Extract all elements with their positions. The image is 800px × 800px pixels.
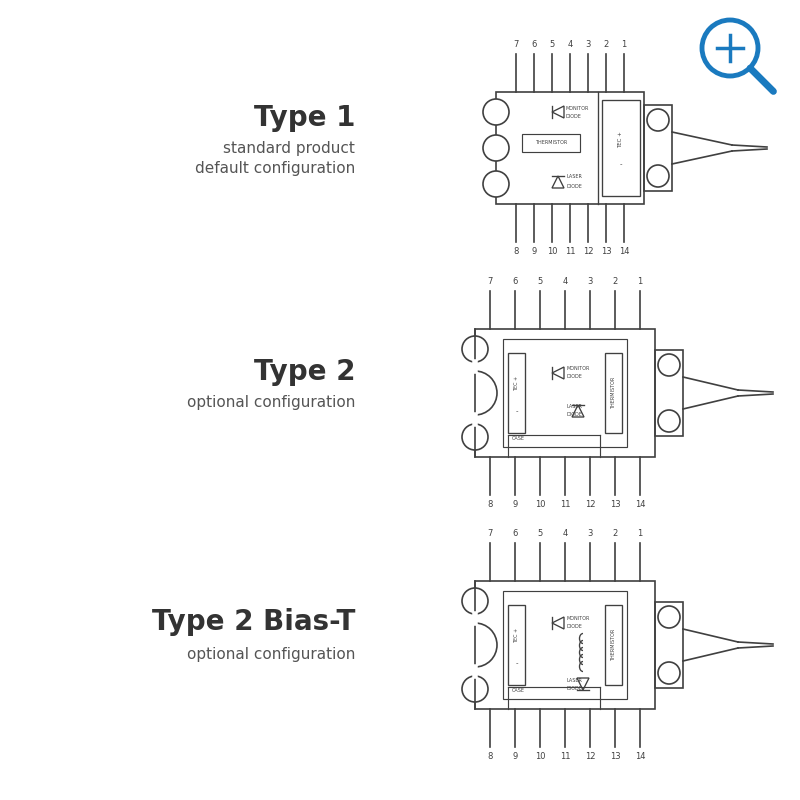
- Bar: [644, 105, 672, 191]
- Text: THERMISTOR: THERMISTOR: [535, 141, 567, 146]
- Text: 2: 2: [612, 277, 618, 286]
- Text: TEC +: TEC +: [514, 375, 519, 390]
- Bar: [605, 353, 622, 433]
- Text: 8: 8: [487, 752, 493, 761]
- Circle shape: [462, 336, 488, 362]
- Text: LASER: LASER: [566, 405, 582, 410]
- Bar: [503, 339, 627, 447]
- Text: THERMISTOR: THERMISTOR: [611, 629, 616, 661]
- Text: 10: 10: [534, 752, 546, 761]
- Text: 4: 4: [567, 40, 573, 49]
- Text: 13: 13: [610, 500, 620, 509]
- Text: optional configuration: optional configuration: [186, 647, 355, 662]
- Text: CASE: CASE: [512, 688, 525, 693]
- Circle shape: [647, 165, 669, 187]
- Text: Type 2 Bias-T: Type 2 Bias-T: [152, 608, 355, 636]
- Text: 13: 13: [610, 752, 620, 761]
- Text: 3: 3: [587, 277, 593, 286]
- Text: 5: 5: [538, 529, 542, 538]
- Text: 14: 14: [634, 500, 646, 509]
- Bar: [508, 605, 525, 685]
- Text: 6: 6: [512, 529, 518, 538]
- Text: 11: 11: [560, 752, 570, 761]
- Circle shape: [658, 410, 680, 432]
- Text: 12: 12: [585, 500, 595, 509]
- Text: 11: 11: [565, 247, 575, 256]
- Text: TEC +: TEC +: [514, 627, 519, 642]
- Bar: [522, 134, 580, 152]
- Text: default configuration: default configuration: [194, 161, 355, 175]
- Text: 10: 10: [534, 500, 546, 509]
- Bar: [508, 353, 525, 433]
- Text: 11: 11: [560, 500, 570, 509]
- Bar: [475, 581, 655, 709]
- Text: 9: 9: [531, 247, 537, 256]
- Text: 5: 5: [538, 277, 542, 286]
- Text: 5: 5: [550, 40, 554, 49]
- Bar: [655, 602, 683, 688]
- Text: 13: 13: [601, 247, 611, 256]
- Text: 6: 6: [531, 40, 537, 49]
- Text: 12: 12: [582, 247, 594, 256]
- Text: Type 2: Type 2: [254, 358, 355, 386]
- Text: Type 1: Type 1: [254, 104, 355, 132]
- Circle shape: [462, 588, 488, 614]
- Text: 4: 4: [562, 529, 568, 538]
- Bar: [475, 329, 655, 457]
- Text: MONITOR: MONITOR: [566, 366, 590, 371]
- Text: 4: 4: [562, 277, 568, 286]
- Text: 7: 7: [514, 40, 518, 49]
- Text: DIODE: DIODE: [566, 183, 582, 189]
- Bar: [503, 591, 627, 699]
- Bar: [655, 350, 683, 436]
- Circle shape: [658, 354, 680, 376]
- Text: 2: 2: [603, 40, 609, 49]
- Bar: [496, 92, 644, 204]
- Circle shape: [462, 424, 488, 450]
- Text: 10: 10: [546, 247, 558, 256]
- Text: DIODE: DIODE: [565, 114, 581, 119]
- Text: 3: 3: [587, 529, 593, 538]
- Text: LASER: LASER: [566, 174, 582, 179]
- Text: 14: 14: [618, 247, 630, 256]
- Text: 1: 1: [622, 40, 626, 49]
- Text: CASE: CASE: [512, 436, 525, 441]
- Text: LASER: LASER: [566, 678, 582, 682]
- Text: 6: 6: [512, 277, 518, 286]
- Text: 1: 1: [638, 529, 642, 538]
- Text: 12: 12: [585, 752, 595, 761]
- Text: TEC +: TEC +: [618, 131, 623, 149]
- Text: DIODE: DIODE: [566, 686, 582, 690]
- Text: 1: 1: [638, 277, 642, 286]
- Text: DIODE: DIODE: [566, 625, 582, 630]
- Text: 7: 7: [487, 277, 493, 286]
- Bar: [605, 605, 622, 685]
- Text: -: -: [620, 161, 622, 167]
- Text: 2: 2: [612, 529, 618, 538]
- Text: 3: 3: [586, 40, 590, 49]
- Text: -: -: [515, 660, 518, 666]
- Bar: [602, 100, 640, 196]
- Text: MONITOR: MONITOR: [566, 617, 590, 622]
- Circle shape: [658, 662, 680, 684]
- Circle shape: [483, 99, 509, 125]
- Text: 7: 7: [487, 529, 493, 538]
- Text: -: -: [515, 408, 518, 414]
- Text: DIODE: DIODE: [566, 413, 582, 418]
- Circle shape: [658, 606, 680, 628]
- Text: 8: 8: [514, 247, 518, 256]
- Circle shape: [647, 109, 669, 131]
- Text: standard product: standard product: [223, 141, 355, 155]
- Circle shape: [462, 676, 488, 702]
- Text: 9: 9: [512, 752, 518, 761]
- Text: MONITOR: MONITOR: [565, 106, 589, 111]
- Text: 14: 14: [634, 752, 646, 761]
- Circle shape: [483, 135, 509, 161]
- Text: 9: 9: [512, 500, 518, 509]
- Text: optional configuration: optional configuration: [186, 395, 355, 410]
- Circle shape: [483, 171, 509, 197]
- Text: THERMISTOR: THERMISTOR: [611, 377, 616, 409]
- Text: DIODE: DIODE: [566, 374, 582, 379]
- Text: 8: 8: [487, 500, 493, 509]
